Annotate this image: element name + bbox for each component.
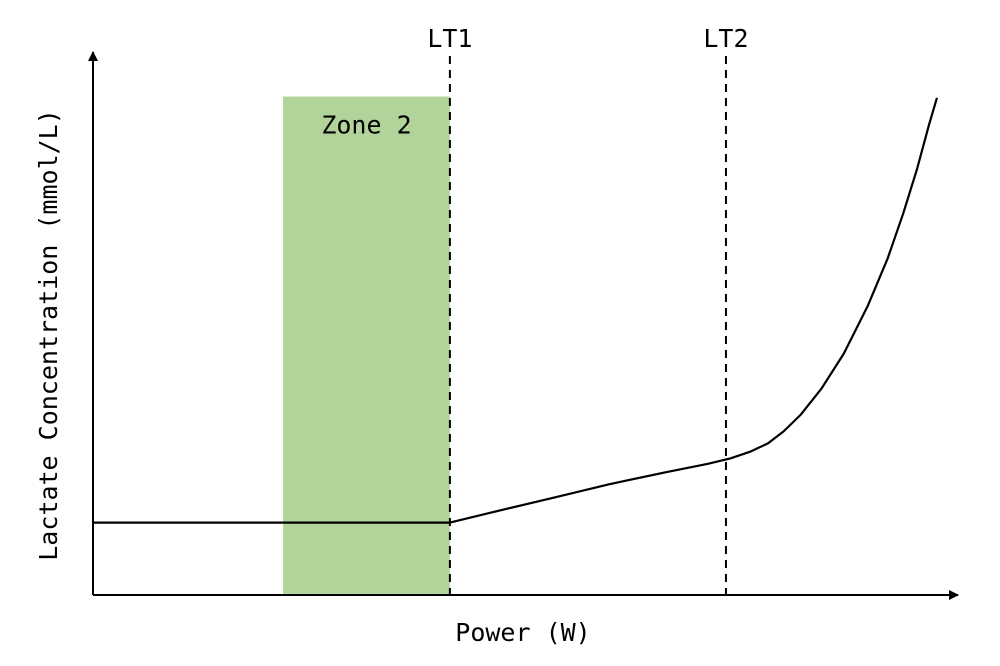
zone-label: Zone 2 (321, 111, 411, 140)
threshold-lines: LT1 LT2 (427, 24, 749, 595)
lactate-curve (91, 97, 938, 524)
threshold-label-lt1: LT1 (427, 24, 472, 53)
shaded-regions: Zone 2 (283, 96, 450, 595)
threshold-label-lt2: LT2 (703, 24, 748, 53)
zone-region (283, 96, 450, 595)
y-axis-label: Lactate Concentration (mmol/L) (34, 109, 63, 561)
x-axis-label: Power (W) (455, 618, 590, 647)
series-layer (91, 97, 938, 524)
